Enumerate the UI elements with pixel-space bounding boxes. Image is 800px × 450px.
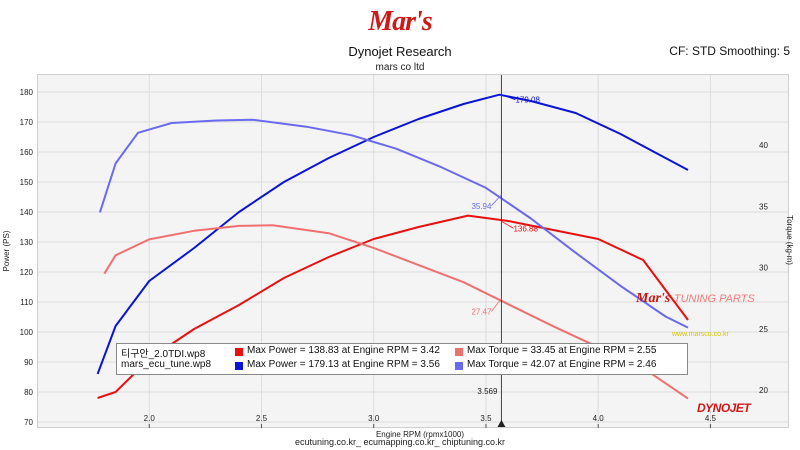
y-tick-label-0: 70 <box>24 418 33 427</box>
ticks: 2.0 2.5 3.0 3.5 4.0 4.5 70 80 90 100 110 120 130 140 1… <box>20 88 768 428</box>
cursor-marker[interactable] <box>497 420 506 427</box>
annotation-leader-2 <box>501 220 514 229</box>
y2-tick-label-3: 35 <box>759 202 768 211</box>
cursor-label: 3.569 <box>477 387 498 396</box>
annotation-leader-3 <box>491 298 502 312</box>
y-tick-label-1: 80 <box>24 388 33 397</box>
curves <box>96 93 689 400</box>
annotation-tuned-torque: 35.94 <box>471 202 492 211</box>
annotation-leader-0 <box>501 94 516 101</box>
brand-logo: Mar's <box>368 6 432 37</box>
y-tick-label-7: 140 <box>20 208 34 217</box>
y2-tick-label-1: 25 <box>759 325 768 334</box>
y-tick-label-11: 180 <box>20 88 34 97</box>
legend-file-stock: 티구안_2.0TDI.wp8 <box>121 349 206 360</box>
annotations: 179.08 35.94 136.88 27.47 <box>471 94 540 317</box>
y-tick-label-2: 90 <box>24 358 33 367</box>
legend-swatch-tuned-power <box>235 362 243 370</box>
correction-factor-label: CF: STD Smoothing: 5 <box>669 44 790 58</box>
y-tick-label-8: 150 <box>20 178 34 187</box>
tuning-parts-watermark: Mar's TUNING PARTS <box>636 290 755 307</box>
legend-swatch-stock-torque <box>455 348 463 356</box>
dynojet-logo: DYNOJET <box>697 401 751 415</box>
y2-tick-label-2: 30 <box>759 264 768 273</box>
x-tick-label-1: 2.5 <box>256 414 268 423</box>
series-line-tuned-torque <box>98 118 689 329</box>
x-tick-label-4: 4.0 <box>593 414 605 423</box>
x-tick-label-2: 3.0 <box>368 414 380 423</box>
x-tick-label-3: 3.5 <box>480 414 492 423</box>
legend-stock-torque: Max Torque = 33.45 at Engine RPM = 2.55 <box>467 345 657 356</box>
x-tick-label-0: 2.0 <box>144 414 156 423</box>
y-tick-label-10: 170 <box>20 118 34 127</box>
watermark-brand: Mar's <box>636 291 671 306</box>
chart-subtitle: mars co ltd <box>375 62 425 73</box>
legend-swatch-stock-power <box>235 348 243 356</box>
y-tick-label-3: 100 <box>20 328 34 337</box>
series-line-stock-torque <box>103 224 689 400</box>
legend-tuned-torque: Max Torque = 42.07 at Engine RPM = 2.46 <box>467 359 657 370</box>
legend-swatch-tuned-torque <box>455 362 463 370</box>
annotation-leader-1 <box>491 194 502 207</box>
y2-axis-label: Torque (kg-m) <box>785 215 794 265</box>
x-axis-label: Engine RPM (rpmx1000) <box>376 430 464 439</box>
y2-tick-label-0: 20 <box>759 386 768 395</box>
chart-title: Dynojet Research <box>348 44 452 59</box>
x-tick-label-5: 4.5 <box>705 414 717 423</box>
annotation-stock-torque: 27.47 <box>471 308 492 317</box>
y-axis-label: Power (PS) <box>2 230 11 271</box>
series-line-tuned-power <box>96 93 689 375</box>
y-tick-label-6: 130 <box>20 238 34 247</box>
y-tick-label-4: 110 <box>20 298 33 307</box>
y-tick-label-5: 120 <box>20 268 34 277</box>
y2-tick-label-4: 40 <box>759 141 768 150</box>
legend-tuned-power: Max Power = 179.13 at Engine RPM = 3.56 <box>247 359 440 370</box>
watermark-site: www.marsco.co.kr <box>672 331 729 338</box>
y-tick-label-9: 160 <box>20 148 34 157</box>
annotation-stock-power: 136.88 <box>513 224 538 233</box>
legend: 티구안_2.0TDI.wp8 Max Power = 138.83 at Eng… <box>116 343 688 375</box>
watermark-tag: TUNING PARTS <box>673 293 755 305</box>
legend-stock-power: Max Power = 138.83 at Engine RPM = 3.42 <box>247 345 440 356</box>
annotation-tuned-power: 179.08 <box>515 96 540 105</box>
legend-file-tuned: mars_ecu_tune.wp8 <box>121 359 212 370</box>
footer-links: ecutuning.co.kr_ ecumapping.co.kr_ chipt… <box>294 437 506 447</box>
